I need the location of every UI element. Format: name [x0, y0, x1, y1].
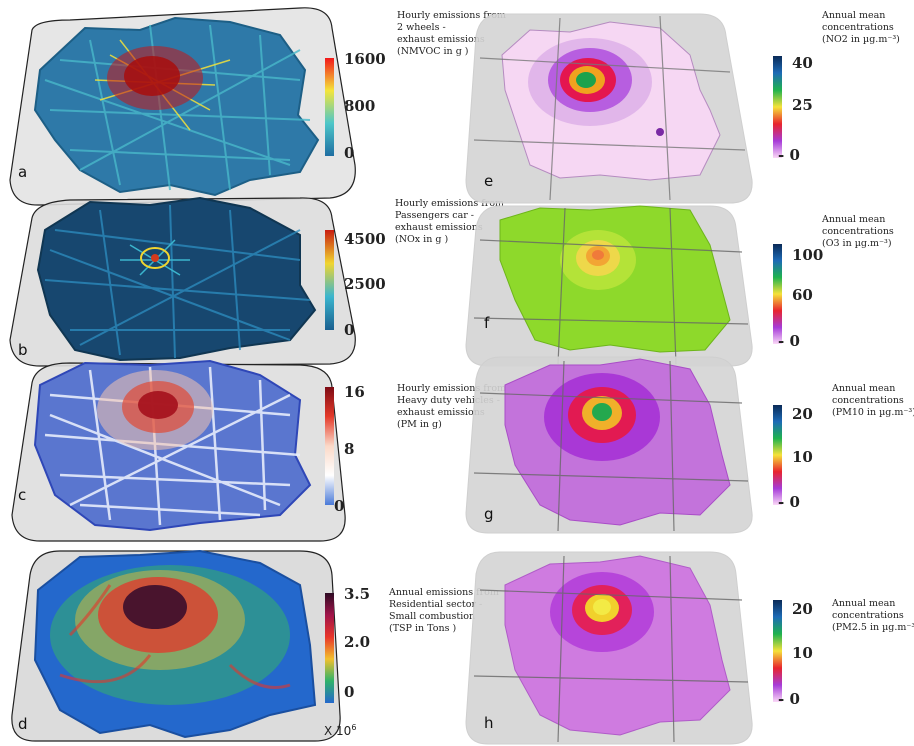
caption-line: Heavy duty vehicles - [397, 395, 500, 406]
colorbar-h-tick-min: - 0 [778, 690, 800, 708]
colorbar-c-tick-mid: 8 [344, 440, 355, 458]
colorbar-g [773, 405, 782, 505]
colorbar-c [325, 387, 334, 505]
panel-c: c 16 8 0 Hourly emissions from Heavy dut… [0, 355, 506, 545]
colorbar-h-tick-mid: 10 [792, 644, 813, 662]
caption-line: Annual mean [832, 383, 896, 394]
panel-g-caption: Annual mean concentrations (PM10 in µg.m… [832, 383, 914, 419]
caption-line: concentrations [822, 226, 894, 237]
colorbar-g-tick-max: 20 [792, 405, 813, 423]
panel-g: g 20 10 - 0 Annual mean concentrations (… [460, 355, 914, 535]
caption-line: Passengers car - [395, 210, 475, 221]
multiplier-base: X 10 [324, 724, 352, 738]
colorbar-c-tick-min: 0 [334, 497, 345, 515]
caption-line: Hourly emissions from [397, 10, 507, 21]
panel-c-letter: c [18, 486, 27, 504]
colorbar-b [325, 230, 334, 330]
caption-line: Annual mean [832, 598, 896, 609]
panel-b-map [9, 196, 356, 367]
colorbar-h [773, 600, 782, 702]
colorbar-b-tick-mid: 2500 [344, 275, 386, 293]
colorbar-e-tick-mid: 25 [792, 96, 813, 114]
colorbar-a-tick-max: 1600 [344, 50, 386, 68]
panel-e-map [465, 13, 753, 204]
colorbar-c-tick-max: 16 [344, 383, 365, 401]
caption-line: (PM10 in µg.m⁻³) [832, 407, 914, 418]
colorbar-a [325, 58, 334, 156]
colorbar-d-tick-mid: 2.0 [344, 633, 371, 651]
caption-line: (NO2 in µg.m⁻³) [822, 34, 900, 45]
panel-a-caption: Hourly emissions from 2 wheels - exhaust… [397, 10, 506, 58]
colorbar-d-multiplier: X 106 [324, 723, 356, 738]
panel-d-map [11, 549, 341, 742]
caption-line: Annual emissions from [389, 587, 499, 598]
panel-g-map [465, 356, 753, 534]
panel-h-map [465, 551, 753, 745]
colorbar-d [325, 593, 334, 703]
caption-line: exhaust emissions [395, 222, 483, 233]
panel-d: d 3.5 2.0 0 X 106 Annual emissions from … [0, 545, 499, 745]
panel-d-caption: Annual emissions from Residential sector… [389, 587, 499, 635]
panel-b-caption: Hourly emissions from Passengers car - e… [395, 198, 504, 246]
caption-line: concentrations [832, 395, 904, 406]
colorbar-f-tick-max: 100 [792, 246, 824, 264]
caption-line: concentrations [832, 610, 904, 621]
colorbar-b-tick-min: 0 [344, 321, 355, 339]
panel-f-letter: f [484, 314, 490, 332]
caption-line: Annual mean [822, 214, 886, 225]
caption-line: (NOx in g ) [395, 234, 449, 245]
colorbar-a-tick-mid: 800 [344, 97, 376, 115]
caption-line: (NMVOC in g ) [397, 46, 469, 57]
caption-line: concentrations [822, 22, 894, 33]
panel-g-letter: g [484, 505, 494, 523]
panel-h-caption: Annual mean concentrations (PM2.5 in µg.… [832, 598, 914, 634]
panel-d-letter: d [18, 715, 28, 733]
panel-b: b 4500 2500 0 Hourly emissions from Pass… [0, 190, 504, 370]
caption-line: (PM2.5 in µg.m⁻³) [832, 622, 914, 633]
colorbar-f-tick-mid: 60 [792, 286, 813, 304]
panel-e-letter: e [484, 172, 494, 190]
caption-line: exhaust emissions [397, 34, 485, 45]
panel-c-caption: Hourly emissions from Heavy duty vehicle… [397, 383, 506, 431]
colorbar-f-tick-min: - 0 [778, 332, 800, 350]
colorbar-g-tick-mid: 10 [792, 448, 813, 466]
caption-line: exhaust emissions [397, 407, 485, 418]
panel-h-letter: h [484, 714, 494, 732]
panel-b-letter: b [18, 341, 28, 359]
colorbar-f [773, 244, 782, 344]
caption-line: Small combustion [389, 611, 476, 622]
panel-a-letter: a [18, 163, 28, 181]
colorbar-e-tick-max: 40 [792, 54, 813, 72]
caption-line: (O3 in µg.m⁻³) [822, 238, 892, 249]
panel-f-map [465, 205, 753, 367]
panel-a: a 1600 800 0 Hourly emissions from 2 whe… [0, 0, 506, 206]
caption-line: (TSP in Tons ) [389, 623, 457, 634]
caption-line: Hourly emissions from [395, 198, 505, 209]
colorbar-h-tick-max: 20 [792, 600, 813, 618]
panel-e-caption: Annual mean concentrations (NO2 in µg.m⁻… [822, 10, 900, 46]
colorbar-g-tick-min: - 0 [778, 493, 800, 511]
colorbar-e [773, 56, 782, 158]
colorbar-d-tick-max: 3.5 [344, 585, 371, 603]
panel-f: f 100 60 - 0 Annual mean concentrations … [460, 200, 914, 367]
colorbar-e-tick-min: - 0 [778, 146, 800, 164]
caption-line: (PM in g) [397, 419, 442, 430]
panel-c-map [11, 359, 346, 542]
panel-h: h 20 10 - 0 Annual mean concentrations (… [460, 550, 914, 746]
colorbar-b-tick-max: 4500 [344, 230, 386, 248]
multiplier-exponent: 6 [351, 723, 357, 732]
caption-line: 2 wheels - [397, 22, 446, 33]
panel-e: e 40 25 - 0 Annual mean concentrations (… [460, 0, 914, 204]
panel-a-map [9, 7, 356, 206]
colorbar-a-tick-min: 0 [344, 144, 355, 162]
caption-line: Hourly emissions from [397, 383, 507, 394]
panel-f-caption: Annual mean concentrations (O3 in µg.m⁻³… [822, 214, 894, 250]
colorbar-d-tick-min: 0 [344, 683, 355, 701]
caption-line: Annual mean [822, 10, 886, 21]
caption-line: Residential sector - [389, 599, 483, 610]
